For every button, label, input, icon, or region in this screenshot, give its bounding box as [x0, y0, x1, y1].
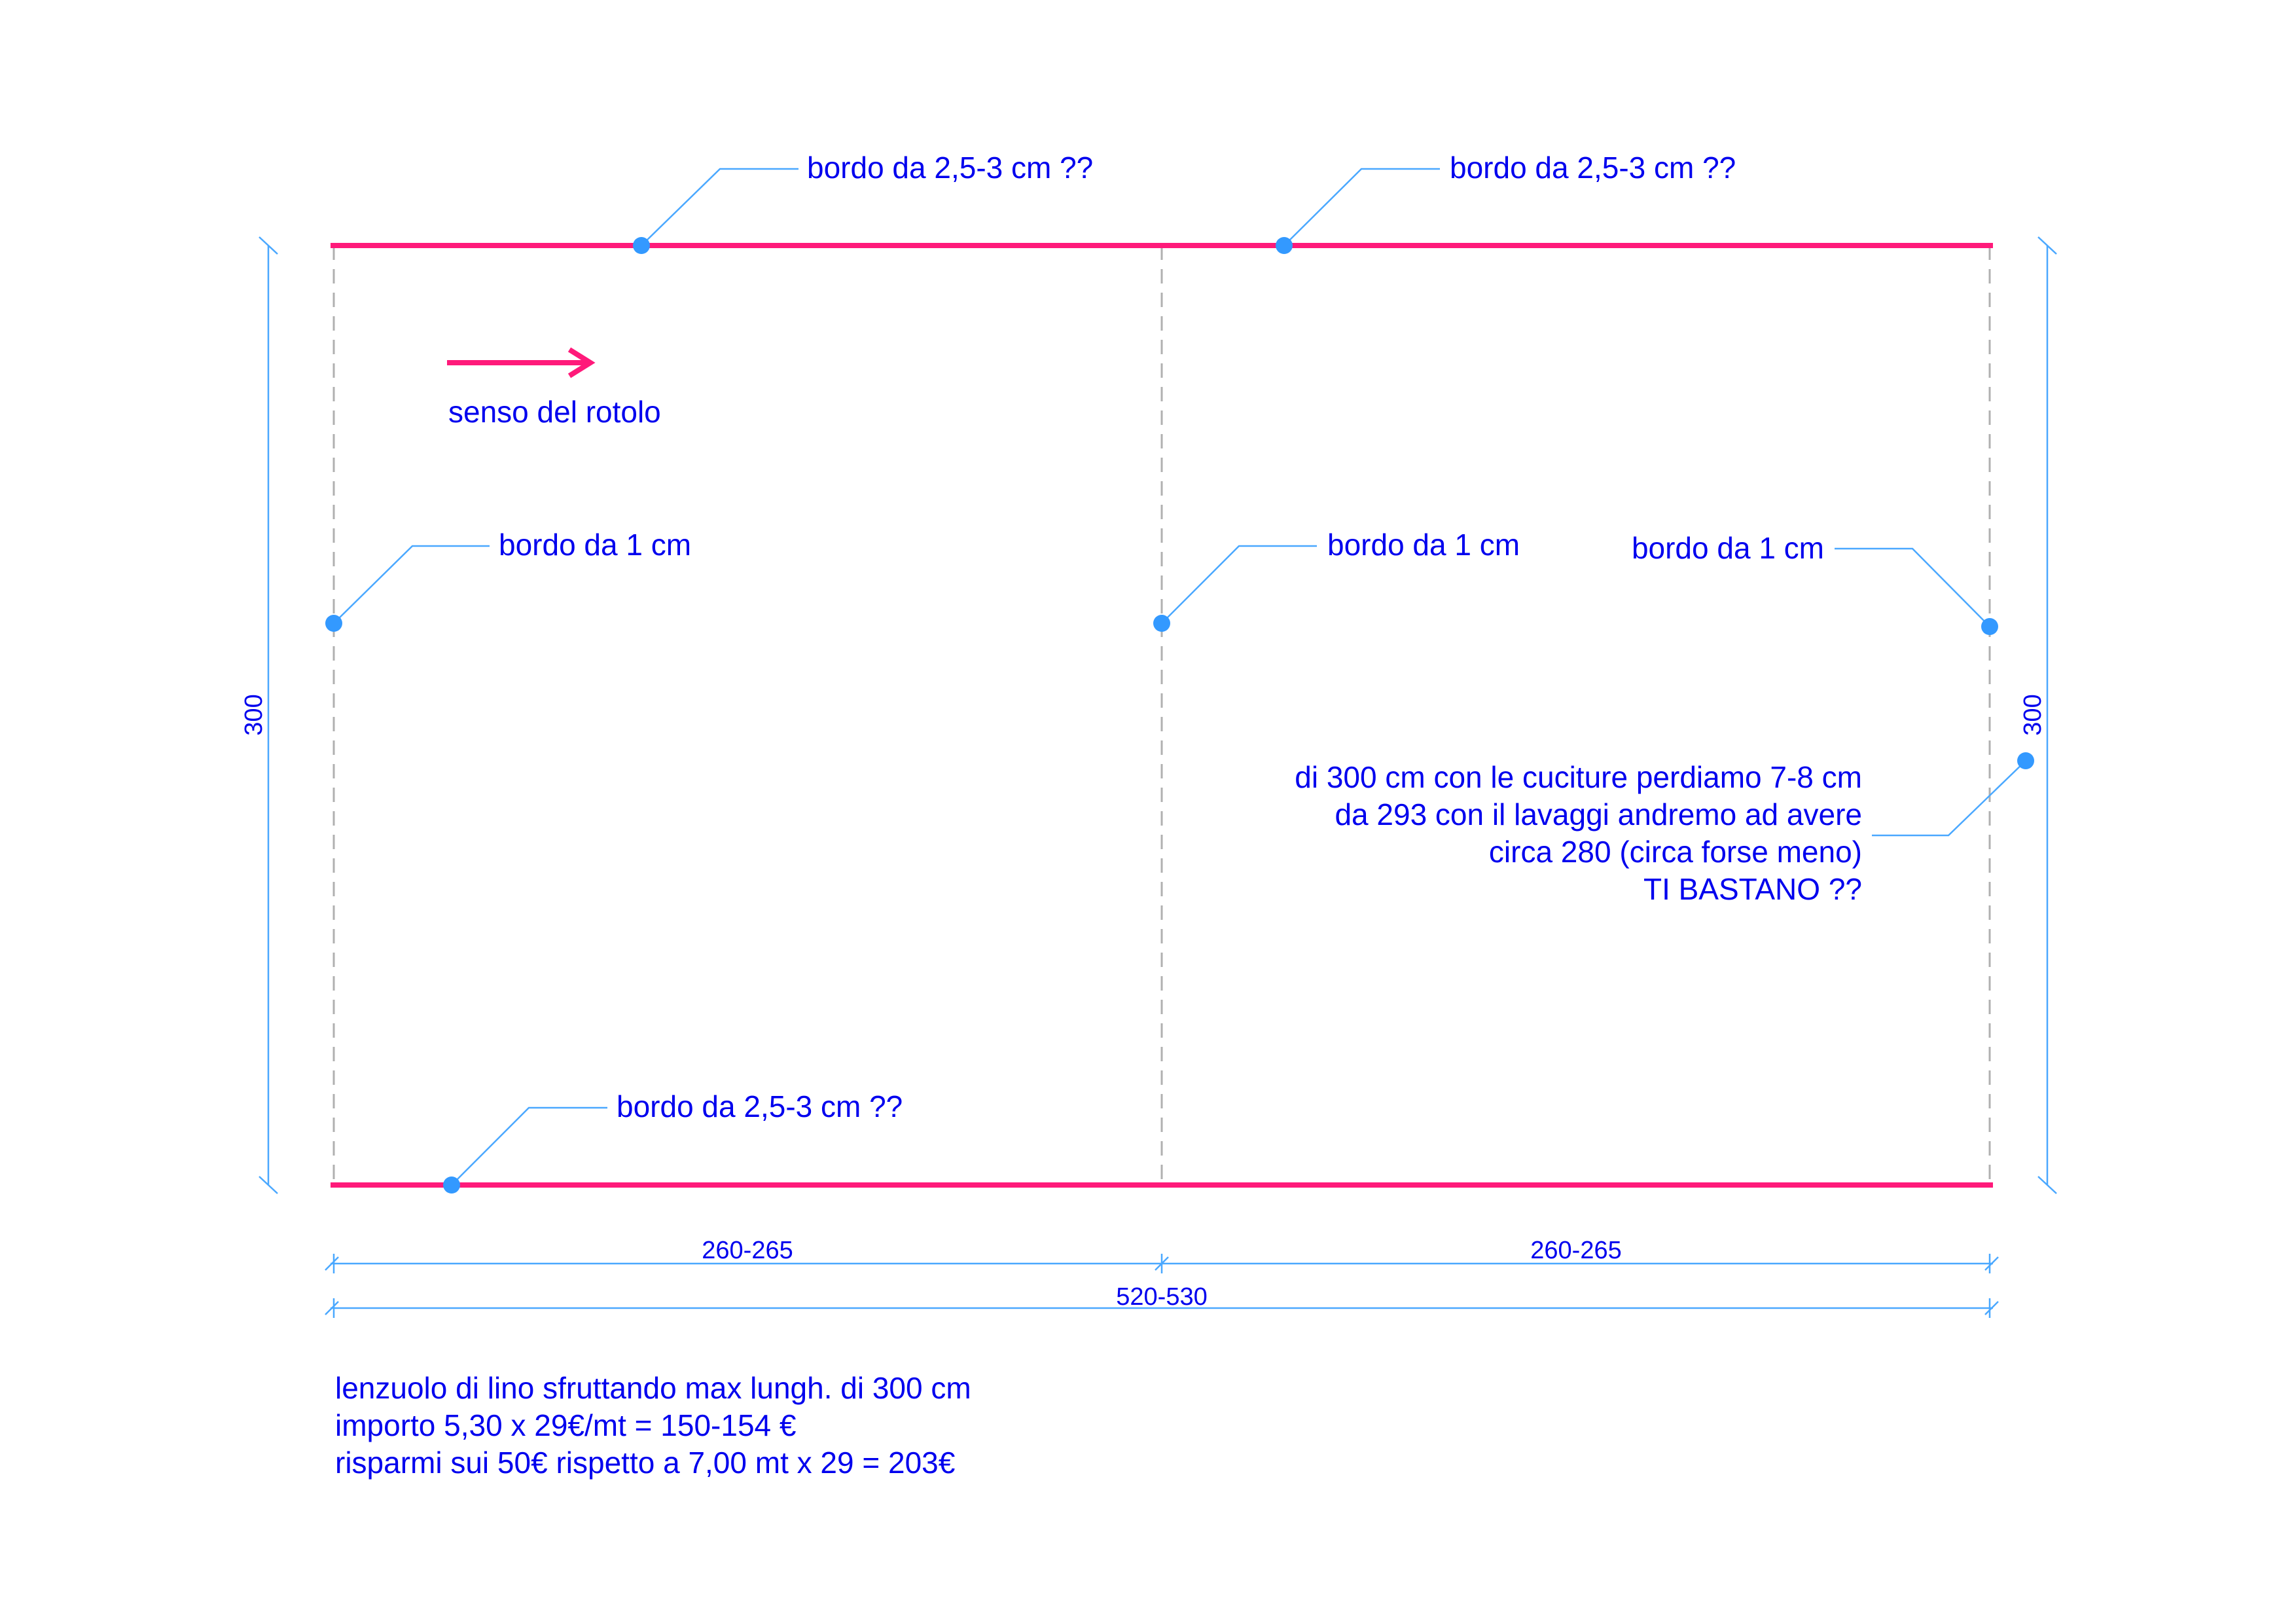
- callout-label: bordo da 2,5-3 cm ??: [1450, 151, 1736, 185]
- callout-dot: [2017, 752, 2034, 769]
- callout-label: bordo da 1 cm: [1327, 528, 1520, 562]
- note-line: TI BASTANO ??: [1643, 872, 1862, 906]
- summary-notes: lenzuolo di lino sfruttando max lungh. d…: [335, 1371, 971, 1480]
- summary-line: importo 5,30 x 29€/mt = 150-154 €: [335, 1408, 797, 1442]
- note-callout: di 300 cm con le cuciture perdiamo 7-8 c…: [1295, 752, 2034, 906]
- summary-line: lenzuolo di lino sfruttando max lungh. d…: [335, 1371, 971, 1405]
- roll-direction-arrow: [447, 347, 596, 378]
- panel-width-label-left: 260-265: [702, 1237, 793, 1264]
- callout-bottom-left: bordo da 2,5-3 cm ??: [443, 1089, 903, 1194]
- summary-line: risparmi sui 50€ rispetto a 7,00 mt x 29…: [335, 1446, 955, 1480]
- callout-label: bordo da 1 cm: [499, 528, 691, 562]
- roll-direction-label: senso del rotolo: [448, 395, 661, 429]
- callout-left-edge: bordo da 1 cm: [325, 528, 691, 632]
- callout-label: bordo da 1 cm: [1632, 531, 1824, 565]
- callout-label: bordo da 2,5-3 cm ??: [807, 151, 1093, 185]
- note-line: circa 280 (circa forse meno): [1489, 835, 1862, 869]
- callout-dot: [1276, 237, 1293, 254]
- height-dimension-right: 300: [2019, 236, 2057, 1194]
- callout-right-edge: bordo da 1 cm: [1632, 531, 1998, 635]
- height-dimension-left: 300: [240, 236, 278, 1194]
- callout-dot: [1153, 615, 1170, 632]
- height-dimension-label: 300: [2019, 694, 2047, 735]
- callout-dot: [443, 1176, 460, 1194]
- callout-dot: [325, 615, 342, 632]
- note-line: di 300 cm con le cuciture perdiamo 7-8 c…: [1295, 760, 1862, 794]
- callout-dot: [633, 237, 650, 254]
- total-width-label: 520-530: [1116, 1283, 1207, 1311]
- height-dimension-label: 300: [240, 694, 268, 735]
- callout-label: bordo da 2,5-3 cm ??: [617, 1089, 903, 1123]
- callout-dot: [1981, 618, 1998, 635]
- width-dimension-total: 520-530: [325, 1283, 1999, 1318]
- callout-top-right: bordo da 2,5-3 cm ??: [1276, 151, 1736, 254]
- width-dimension-panels: 260-265 260-265: [325, 1237, 1999, 1273]
- note-line: da 293 con il lavaggi andremo ad avere: [1335, 797, 1862, 831]
- panel-width-label-right: 260-265: [1530, 1237, 1621, 1264]
- callout-middle-seam: bordo da 1 cm: [1153, 528, 1520, 632]
- callout-top-left: bordo da 2,5-3 cm ??: [633, 151, 1093, 254]
